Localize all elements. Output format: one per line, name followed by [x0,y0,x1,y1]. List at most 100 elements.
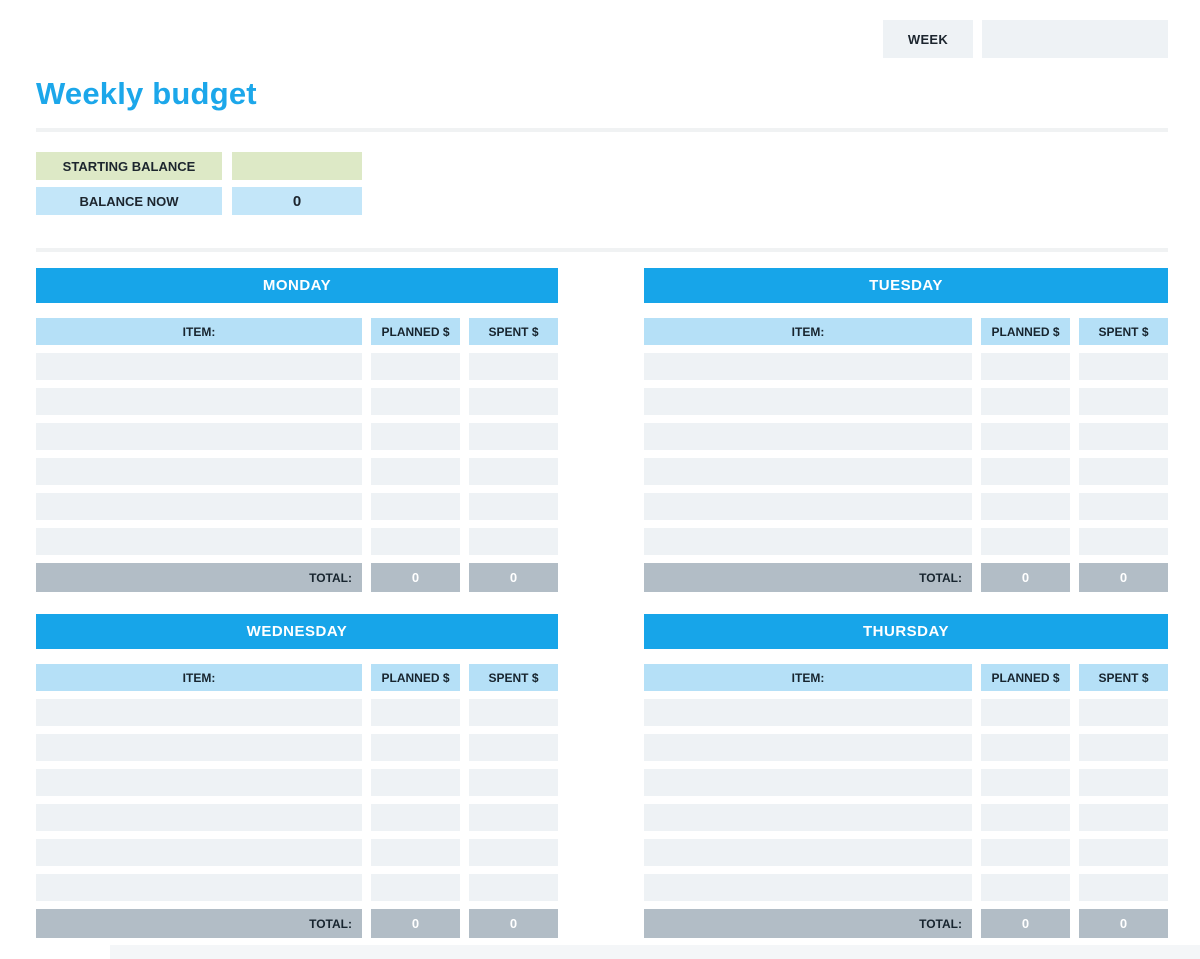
planned-cell[interactable] [981,734,1070,761]
total-row: TOTAL: 0 0 [644,563,1168,592]
day-header: WEDNESDAY [36,614,558,649]
item-cell[interactable] [644,528,972,555]
item-cell[interactable] [36,734,362,761]
item-cell[interactable] [36,769,362,796]
item-cell[interactable] [644,388,972,415]
spent-cell[interactable] [1079,874,1168,901]
spent-cell[interactable] [1079,388,1168,415]
planned-cell[interactable] [981,699,1070,726]
planned-cell[interactable] [981,458,1070,485]
planned-cell[interactable] [981,423,1070,450]
table-row [644,874,1168,901]
item-cell[interactable] [644,493,972,520]
planned-cell[interactable] [981,839,1070,866]
planned-cell[interactable] [981,528,1070,555]
spent-cell[interactable] [469,528,558,555]
day-header: MONDAY [36,268,558,303]
spent-cell[interactable] [469,874,558,901]
spent-cell[interactable] [1079,734,1168,761]
planned-cell[interactable] [371,734,460,761]
planned-cell[interactable] [371,874,460,901]
planned-cell[interactable] [371,804,460,831]
day-header: THURSDAY [644,614,1168,649]
planned-cell[interactable] [981,874,1070,901]
item-cell[interactable] [36,804,362,831]
item-cell[interactable] [644,734,972,761]
item-cell[interactable] [644,839,972,866]
planned-cell[interactable] [371,769,460,796]
item-cell[interactable] [644,353,972,380]
item-cell[interactable] [36,493,362,520]
spent-column-header: SPENT $ [1079,664,1168,691]
total-planned-value: 0 [981,909,1070,938]
starting-balance-value[interactable] [232,152,362,180]
starting-balance-label: STARTING BALANCE [36,152,222,180]
item-cell[interactable] [644,458,972,485]
week-bar: WEEK [883,20,1168,58]
total-label: TOTAL: [36,909,362,938]
column-header-row: ITEM: PLANNED $ SPENT $ [644,318,1168,345]
spent-cell[interactable] [469,493,558,520]
total-spent-value: 0 [1079,909,1168,938]
planned-cell[interactable] [981,804,1070,831]
planned-cell[interactable] [371,388,460,415]
item-cell[interactable] [644,874,972,901]
spent-cell[interactable] [469,388,558,415]
spent-cell[interactable] [469,353,558,380]
spent-column-header: SPENT $ [469,664,558,691]
spent-cell[interactable] [469,458,558,485]
item-column-header: ITEM: [36,664,362,691]
item-column-header: ITEM: [36,318,362,345]
item-cell[interactable] [36,353,362,380]
spent-cell[interactable] [469,804,558,831]
spent-column-header: SPENT $ [469,318,558,345]
item-cell[interactable] [36,528,362,555]
spent-cell[interactable] [1079,458,1168,485]
table-row [644,699,1168,726]
spent-cell[interactable] [1079,528,1168,555]
item-column-header: ITEM: [644,664,972,691]
total-row: TOTAL: 0 0 [644,909,1168,938]
item-cell[interactable] [644,423,972,450]
spent-cell[interactable] [469,734,558,761]
spent-cell[interactable] [1079,493,1168,520]
day-rows [36,699,558,909]
planned-cell[interactable] [371,839,460,866]
table-row [36,699,558,726]
planned-cell[interactable] [371,699,460,726]
total-planned-value: 0 [371,563,460,592]
planned-cell[interactable] [981,769,1070,796]
planned-cell[interactable] [981,388,1070,415]
planned-cell[interactable] [371,353,460,380]
item-cell[interactable] [644,769,972,796]
spent-cell[interactable] [469,423,558,450]
planned-cell[interactable] [371,528,460,555]
spent-cell[interactable] [1079,839,1168,866]
spent-cell[interactable] [1079,769,1168,796]
day-table-wednesday: WEDNESDAY ITEM: PLANNED $ SPENT $ TOTAL:… [36,614,558,938]
item-cell[interactable] [644,699,972,726]
total-planned-value: 0 [371,909,460,938]
spent-cell[interactable] [469,769,558,796]
spent-cell[interactable] [1079,423,1168,450]
planned-cell[interactable] [981,493,1070,520]
spent-cell[interactable] [1079,804,1168,831]
spent-cell[interactable] [469,839,558,866]
planned-cell[interactable] [371,458,460,485]
spent-cell[interactable] [469,699,558,726]
spent-cell[interactable] [1079,353,1168,380]
week-input[interactable] [982,20,1168,58]
planned-cell[interactable] [371,493,460,520]
item-cell[interactable] [36,874,362,901]
planned-cell[interactable] [981,353,1070,380]
item-cell[interactable] [36,388,362,415]
day-table-thursday: THURSDAY ITEM: PLANNED $ SPENT $ TOTAL: … [644,614,1168,938]
planned-cell[interactable] [371,423,460,450]
total-label: TOTAL: [644,563,972,592]
item-cell[interactable] [36,423,362,450]
item-cell[interactable] [36,839,362,866]
item-cell[interactable] [36,458,362,485]
spent-cell[interactable] [1079,699,1168,726]
item-cell[interactable] [644,804,972,831]
item-cell[interactable] [36,699,362,726]
